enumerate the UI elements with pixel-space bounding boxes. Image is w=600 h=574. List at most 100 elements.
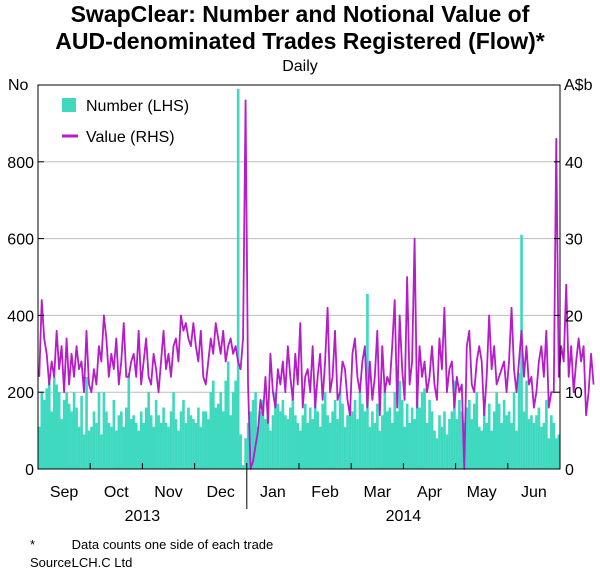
number-bar [331,411,334,469]
number-bar [395,411,399,469]
number-bar [318,426,322,469]
number-bar [70,411,73,469]
number-bar [460,411,464,469]
number-bar [497,403,501,469]
number-bar [254,392,257,469]
number-bar [172,392,175,469]
number-bar [405,403,409,469]
number-bar [274,392,277,469]
number-bar [545,399,548,469]
number-bar [75,407,78,469]
number-bar [366,293,369,469]
number-bar [552,422,556,469]
number-bar [423,388,426,469]
number-bar [92,411,96,469]
number-bar [45,388,49,469]
legend-swatch-number [62,98,76,112]
number-bar [525,380,528,469]
number-bar [542,422,546,469]
number-bar [313,388,317,469]
number-bar [231,392,235,469]
left-tick-label: 0 [25,462,34,479]
number-bar [281,399,285,469]
source-key: Source: [30,555,75,570]
number-bar [378,430,382,469]
number-bar [239,434,242,469]
number-bar [408,422,412,469]
number-bar [82,434,86,469]
number-bar [346,415,349,469]
number-bar [244,438,247,469]
number-bar [343,426,347,469]
right-tick-label: 20 [565,308,583,325]
number-bar [179,411,183,469]
month-label: Feb [311,484,339,501]
number-bar [445,434,449,469]
left-tick-label: 600 [7,232,34,249]
value-line [38,99,595,470]
footnote: * Data counts one side of each trade [30,537,273,552]
number-bar [348,407,352,469]
number-bar [490,430,494,469]
footnote-key: * [30,537,36,552]
number-bar [219,392,223,469]
number-bar [517,373,521,469]
month-label: Nov [154,484,182,501]
number-bar [142,422,146,469]
number-bar [333,399,337,469]
number-bar [443,411,446,469]
number-bar [169,411,173,469]
month-label: Mar [364,484,392,501]
number-bar [129,419,133,469]
number-bar [512,392,516,469]
chart-title-line-1: SwapClear: Number and Notional Value of [70,1,530,27]
number-bar [381,415,384,469]
number-bar [144,407,148,469]
number-bar [214,407,218,469]
number-bar [207,419,210,469]
number-bar [361,403,364,469]
number-bar [47,380,51,469]
number-bar [386,411,389,469]
number-bar [470,419,474,469]
number-bar [306,422,310,469]
number-bar [100,434,103,469]
left-tick-label: 400 [7,308,34,325]
number-bar [187,407,190,469]
number-bar [502,399,506,469]
number-bar [209,392,213,469]
number-bar [154,399,158,469]
month-label: Apr [417,484,443,501]
chart-title-line-2: AUD-denominated Trades Registered (Flow)… [55,28,545,54]
number-bar [482,411,486,469]
number-bar [311,419,315,469]
number-bar [249,411,252,469]
number-bar [202,411,205,469]
number-bar [435,438,439,469]
number-bar [383,388,387,469]
number-bar [547,438,551,469]
number-bar [535,415,538,469]
number-bar [204,411,208,469]
number-bar [338,392,342,469]
number-bar [430,411,434,469]
number-bar [246,422,250,469]
number-bar [299,430,302,469]
number-bar [52,376,56,469]
number-bar [492,411,496,469]
right-tick-label: 30 [565,232,583,249]
number-bar [507,411,511,469]
number-bar [269,430,272,469]
number-bar [453,380,456,469]
number-bar [413,419,416,469]
number-bar [371,411,374,469]
number-bar [102,392,106,469]
number-bar [264,419,267,469]
number-bar [42,399,46,469]
number-bar [530,415,533,469]
number-bar [480,430,484,469]
number-bar [308,407,312,469]
number-bar [55,384,59,469]
number-bar [398,380,402,469]
number-bar [515,430,518,469]
